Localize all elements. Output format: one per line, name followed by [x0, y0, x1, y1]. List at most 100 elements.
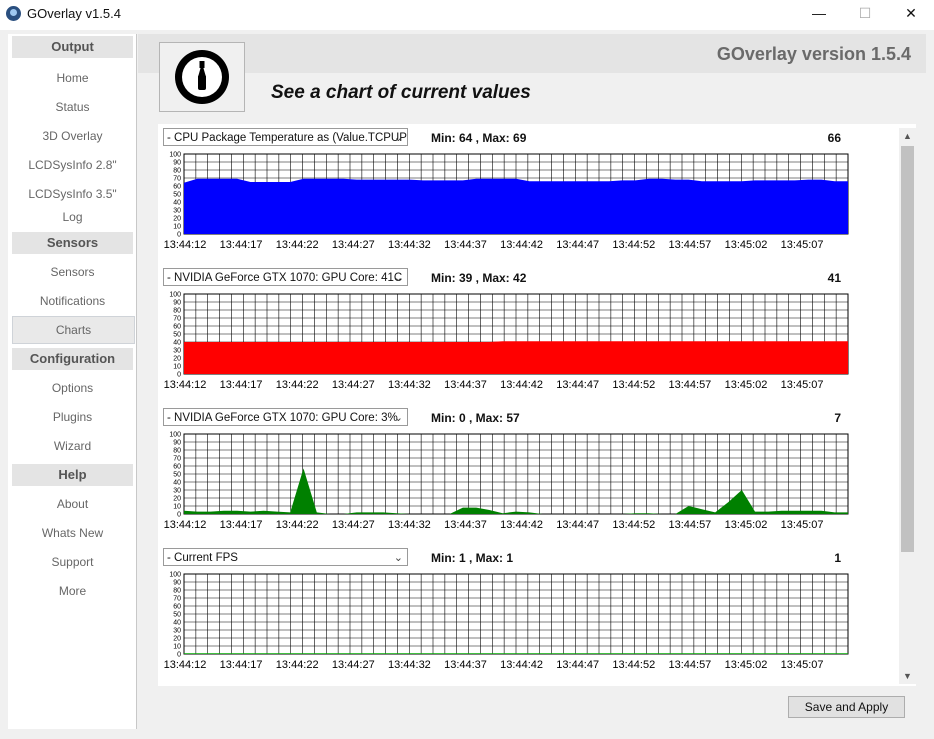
x-tick-label: 13:44:32 — [388, 239, 431, 251]
sidebar-item-3d-overlay[interactable]: 3D Overlay — [42, 129, 103, 143]
current-value: 41 — [827, 271, 841, 285]
sidebar-item-about[interactable]: About — [56, 497, 89, 511]
y-tick-label: 50 — [173, 472, 181, 479]
y-tick-label: 70 — [173, 456, 181, 463]
x-tick-label: 13:45:07 — [781, 239, 824, 251]
chart-block: - CPU Package Temperature as (Value.TCPU… — [158, 124, 898, 262]
x-tick-label: 13:44:27 — [332, 379, 375, 391]
x-tick-label: 13:44:42 — [500, 659, 543, 671]
x-tick-label: 13:44:12 — [164, 379, 207, 391]
chevron-down-icon[interactable]: ⌄ — [393, 552, 403, 564]
sidebar-item-charts[interactable]: Charts — [12, 316, 135, 344]
chevron-down-icon[interactable]: ⌄ — [393, 272, 403, 284]
title-bar: GOverlay v1.5.4 — ☐ ✕ — [0, 0, 934, 27]
sidebar-item-sensors[interactable]: Sensors — [50, 265, 95, 279]
current-value: 7 — [834, 411, 841, 425]
series-area — [184, 653, 848, 654]
sidebar-section-output: Output — [12, 36, 133, 58]
chevron-down-icon[interactable]: ⌄ — [393, 132, 403, 144]
sidebar-item-wizard[interactable]: Wizard — [53, 439, 92, 453]
sidebar-item-support[interactable]: Support — [51, 555, 94, 569]
min-max-label: Min: 1 , Max: 1 — [431, 551, 514, 565]
x-tick-label: 13:44:52 — [612, 659, 655, 671]
chart-plot: 0 20 40 60 80 100 10 30 50 70 90 13:44:12 13:44:17 13… — [164, 572, 849, 671]
series-area — [184, 341, 848, 374]
sidebar-item-notifications[interactable]: Notifications — [39, 294, 106, 308]
x-tick-label: 13:44:27 — [332, 519, 375, 531]
x-tick-label: 13:44:37 — [444, 519, 487, 531]
sensor-select[interactable]: - NVIDIA GeForce GTX 1070: GPU Core: 3% ⌄ — [163, 408, 408, 426]
gauge-icon — [175, 50, 229, 104]
current-value: 66 — [827, 131, 841, 145]
sidebar: Output Home Status 3D Overlay LCDSysInfo 2.8… — [8, 34, 146, 729]
chevron-down-icon[interactable]: ⌄ — [393, 412, 403, 424]
y-tick-label: 20 — [173, 216, 181, 223]
x-tick-label: 13:44:42 — [500, 379, 543, 391]
y-tick-label: 0 — [177, 512, 181, 519]
sensor-select-value: - NVIDIA GeForce GTX 1070: GPU Core: 41C — [167, 272, 403, 284]
x-tick-label: 13:44:57 — [668, 519, 711, 531]
y-tick-label: 30 — [173, 348, 181, 355]
x-tick-label: 13:44:22 — [276, 379, 319, 391]
sensor-select[interactable]: - NVIDIA GeForce GTX 1070: GPU Core: 41C… — [163, 268, 408, 286]
sidebar-item-status[interactable]: Status — [55, 100, 90, 114]
chart-block: - NVIDIA GeForce GTX 1070: GPU Core: 41C… — [158, 264, 898, 402]
min-max-label: Min: 39 , Max: 42 — [431, 271, 527, 285]
scroll-up-arrow-icon[interactable]: ▲ — [903, 131, 912, 141]
y-tick-label: 80 — [173, 308, 181, 315]
sidebar-item-lcdsysinfo-2-8[interactable]: LCDSysInfo 2.8" — [28, 158, 117, 172]
y-tick-label: 40 — [173, 200, 181, 207]
chart-block: - Current FPS ⌄ Min: 1 , Max: 1 1 0 20 40 60 80 1… — [158, 544, 898, 682]
sidebar-item-log[interactable]: Log — [62, 210, 83, 224]
sidebar-item-options[interactable]: Options — [51, 381, 94, 395]
x-tick-label: 13:44:27 — [332, 239, 375, 251]
x-tick-label: 13:44:17 — [220, 239, 263, 251]
y-tick-label: 20 — [173, 496, 181, 503]
sidebar-section-sensors: Sensors — [12, 232, 133, 254]
sidebar-item-lcdsysinfo-3-5[interactable]: LCDSysInfo 3.5" — [28, 187, 117, 201]
series-area — [184, 178, 848, 234]
save-and-apply-button[interactable]: Save and Apply — [788, 696, 905, 718]
y-tick-label: 50 — [173, 612, 181, 619]
sidebar-item-plugins[interactable]: Plugins — [52, 410, 93, 424]
x-tick-label: 13:44:47 — [556, 659, 599, 671]
x-tick-label: 13:44:52 — [612, 239, 655, 251]
x-tick-label: 13:44:57 — [668, 659, 711, 671]
scroll-thumb[interactable] — [901, 146, 914, 552]
vertical-scrollbar[interactable]: ▲ ▼ — [899, 128, 916, 684]
y-tick-label: 70 — [173, 596, 181, 603]
y-tick-label: 100 — [169, 572, 181, 579]
sidebar-item-more[interactable]: More — [58, 584, 87, 598]
x-tick-label: 13:45:07 — [781, 519, 824, 531]
x-tick-label: 13:44:12 — [164, 659, 207, 671]
x-tick-label: 13:44:52 — [612, 519, 655, 531]
sidebar-item-whats-new[interactable]: Whats New — [41, 526, 104, 540]
sensor-select[interactable]: - CPU Package Temperature as (Value.TCPU… — [163, 128, 408, 146]
close-button[interactable]: ✕ — [905, 5, 917, 21]
x-tick-label: 13:44:52 — [612, 379, 655, 391]
y-tick-label: 100 — [169, 152, 181, 159]
y-tick-label: 30 — [173, 488, 181, 495]
maximize-button[interactable]: ☐ — [858, 5, 872, 21]
min-max-label: Min: 64 , Max: 69 — [431, 131, 527, 145]
y-tick-label: 10 — [173, 364, 181, 371]
scroll-down-arrow-icon[interactable]: ▼ — [903, 671, 912, 681]
y-tick-label: 50 — [173, 332, 181, 339]
minimize-button[interactable]: — — [812, 5, 826, 21]
y-tick-label: 80 — [173, 448, 181, 455]
main-content: GOverlay version 1.5.4 See a chart of cu… — [138, 34, 926, 729]
x-tick-label: 13:44:32 — [388, 519, 431, 531]
sidebar-item-home[interactable]: Home — [56, 71, 89, 85]
x-tick-label: 13:44:22 — [276, 659, 319, 671]
x-tick-label: 13:44:27 — [332, 659, 375, 671]
y-tick-label: 70 — [173, 176, 181, 183]
sensor-select[interactable]: - Current FPS ⌄ — [163, 548, 408, 566]
x-tick-label: 13:45:02 — [725, 659, 768, 671]
app-icon — [6, 6, 21, 21]
y-tick-label: 60 — [173, 184, 181, 191]
x-tick-label: 13:44:32 — [388, 659, 431, 671]
x-tick-label: 13:44:37 — [444, 659, 487, 671]
x-tick-label: 13:44:17 — [220, 519, 263, 531]
y-tick-label: 30 — [173, 208, 181, 215]
x-tick-label: 13:44:37 — [444, 239, 487, 251]
